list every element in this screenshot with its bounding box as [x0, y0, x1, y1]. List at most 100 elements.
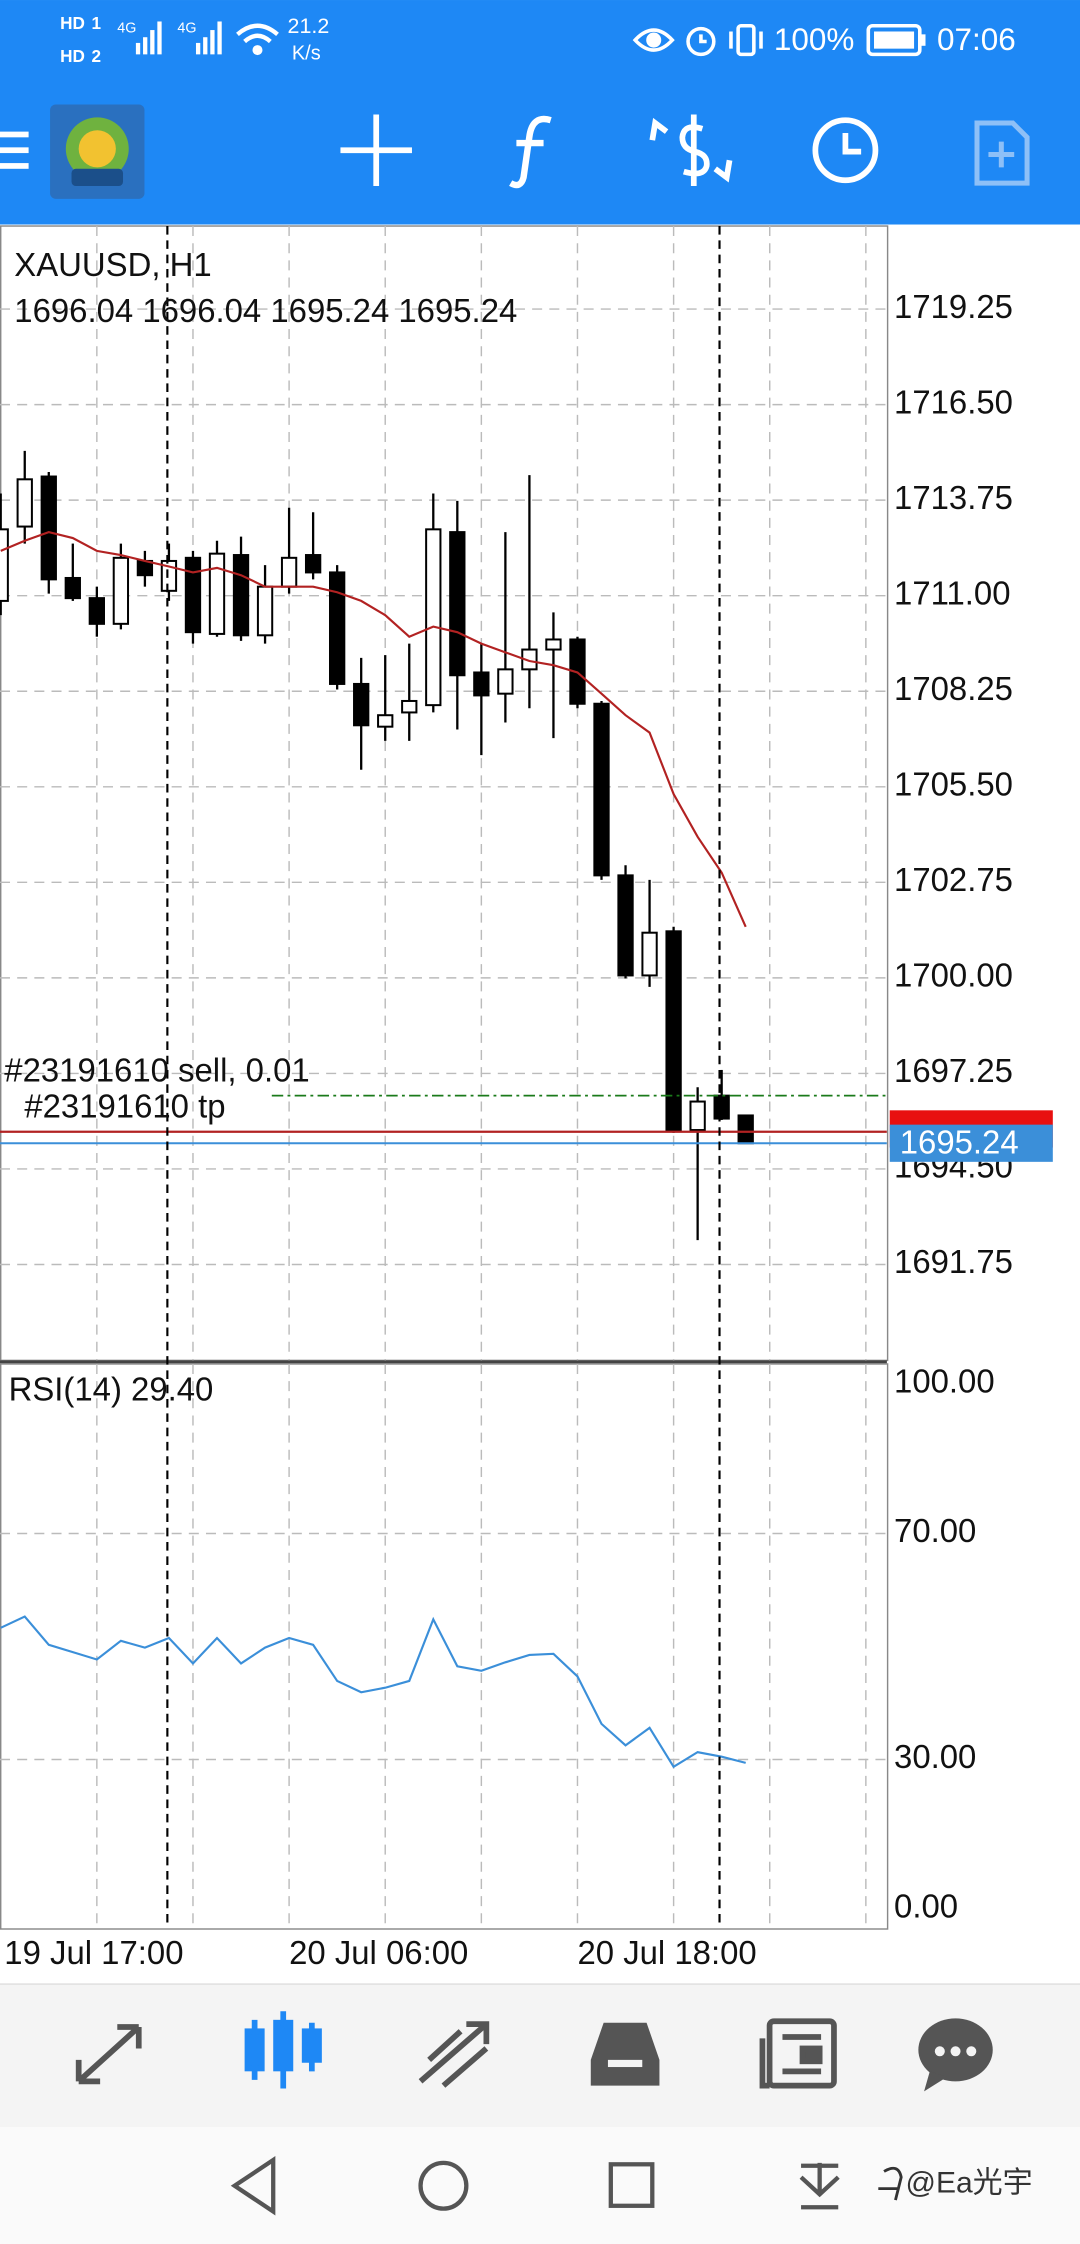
notification-button[interactable]	[799, 2162, 840, 2210]
candle-body	[713, 1094, 730, 1120]
candle-body	[0, 528, 9, 602]
candle-body	[617, 874, 634, 977]
rsi-title: RSI(14) 29.40	[9, 1371, 214, 1408]
candle-body	[425, 528, 442, 707]
wifi-icon	[236, 23, 279, 56]
candle-body	[665, 930, 682, 1132]
status-bar: HD 1 HD 2 4G 4G 21.2 K/s 100% 07:06	[60, 13, 1016, 66]
candle-body	[737, 1114, 754, 1145]
chart-bg	[0, 224, 1080, 1985]
y-tick-label: 1700.00	[894, 957, 1013, 994]
candle-body	[88, 597, 105, 625]
y-tick-label: 1697.25	[894, 1052, 1013, 1089]
back-button[interactable]	[230, 2156, 276, 2216]
watermark-logo	[878, 2166, 903, 2201]
news-tab[interactable]	[759, 2018, 837, 2089]
order-level-label: #23191610 tp	[24, 1088, 225, 1125]
x-tick-label: 20 Jul 18:00	[577, 1934, 756, 1971]
candle-body	[377, 714, 394, 728]
candle-body	[184, 556, 202, 634]
x-tick-label: 20 Jul 06:00	[289, 1934, 468, 1971]
chart-title: XAUUSD, H1	[14, 246, 211, 283]
candle-body	[545, 638, 562, 651]
system-nav	[230, 2156, 840, 2216]
sim-slot: 2	[92, 46, 102, 66]
candle-body	[232, 554, 250, 637]
indicators-button[interactable]	[509, 115, 552, 189]
sim-slot: 1	[92, 13, 102, 33]
net-speed-unit: K/s	[292, 43, 321, 65]
history-tab[interactable]	[590, 2022, 660, 2086]
label-layer: 1719.25 1716.50 1713.75 1711.00 1708.25 1705.…	[4, 288, 1053, 1971]
recents-button[interactable]	[608, 2162, 655, 2208]
y-tick-label: 70.00	[894, 1512, 976, 1549]
y-tick-label: 1719.25	[894, 288, 1013, 325]
order-level-label: #23191610 sell, 0.01	[4, 1051, 309, 1088]
y-tick-label: 1713.75	[894, 479, 1013, 516]
trade-button[interactable]	[649, 114, 733, 186]
y-tick-label: 1702.75	[894, 861, 1013, 898]
candle-body	[304, 554, 322, 574]
candle-body	[329, 571, 346, 685]
candle-body	[497, 668, 514, 695]
rsi-plot	[0, 1615, 746, 1769]
watermark: @Ea光宇	[905, 2166, 1032, 2199]
signal-icon	[135, 21, 222, 55]
candle-body	[16, 478, 33, 528]
menu-button[interactable]	[0, 131, 29, 169]
period-separators	[166, 226, 721, 1929]
crosshair-button[interactable]	[340, 114, 412, 186]
y-tick-label: 1705.50	[894, 765, 1013, 802]
y-tick-label: 1708.25	[894, 670, 1013, 707]
home-button[interactable]	[418, 2160, 469, 2211]
sim-badge: HD	[60, 46, 85, 66]
app-logo[interactable]	[50, 104, 145, 199]
candle-body	[353, 682, 370, 727]
status-icons	[632, 23, 763, 57]
y-tick-label: 1711.00	[894, 574, 1010, 611]
sim-badge: HD	[60, 13, 85, 33]
battery-percent: 100%	[774, 22, 855, 57]
candle-body	[449, 531, 466, 677]
quotes-tab[interactable]	[75, 2024, 142, 2085]
candle-body	[256, 585, 274, 637]
bottom-nav	[75, 2011, 993, 2092]
toolbar	[0, 104, 1030, 199]
rsi-panel-frame	[0, 1363, 889, 1930]
candle-body	[593, 702, 610, 877]
y-tick-label: 30.00	[894, 1738, 976, 1775]
grid-layer	[0, 226, 887, 1929]
trade-tab[interactable]	[418, 2021, 490, 2088]
y-tick-label: 100.00	[894, 1363, 995, 1400]
candle-body	[112, 556, 130, 625]
y-tick-label: 1691.75	[894, 1243, 1013, 1280]
y-tick-label: 0.00	[894, 1888, 958, 1925]
moving-average-line	[0, 530, 747, 928]
chart-tab[interactable]	[244, 2011, 322, 2089]
bottom-nav-bg	[0, 1984, 1080, 2128]
y-tick-label: 1716.50	[894, 383, 1013, 420]
clock: 07:06	[937, 22, 1016, 57]
candle-body	[473, 671, 490, 697]
net-speed: 21.2	[288, 14, 330, 38]
new-order-button[interactable]	[974, 120, 1030, 186]
period-button[interactable]	[812, 117, 879, 184]
candle-body	[641, 931, 658, 977]
candle-body	[208, 552, 226, 635]
rsi-line	[0, 1615, 746, 1769]
ohlc-readout: 1696.04 1696.04 1695.24 1695.24	[14, 292, 517, 329]
candle-body	[689, 1100, 706, 1132]
price-plot	[0, 450, 887, 1241]
candle-body	[401, 699, 418, 714]
network-type: 4G	[177, 20, 196, 36]
battery-icon	[866, 23, 926, 57]
network-type: 4G	[117, 20, 136, 36]
bid-price-box	[889, 1124, 1053, 1162]
candle-body	[64, 576, 81, 600]
candle-body	[280, 556, 298, 588]
candle-body	[40, 475, 57, 581]
bid-price-label: 1695.24	[900, 1123, 1019, 1160]
chat-tab[interactable]	[918, 2018, 993, 2092]
